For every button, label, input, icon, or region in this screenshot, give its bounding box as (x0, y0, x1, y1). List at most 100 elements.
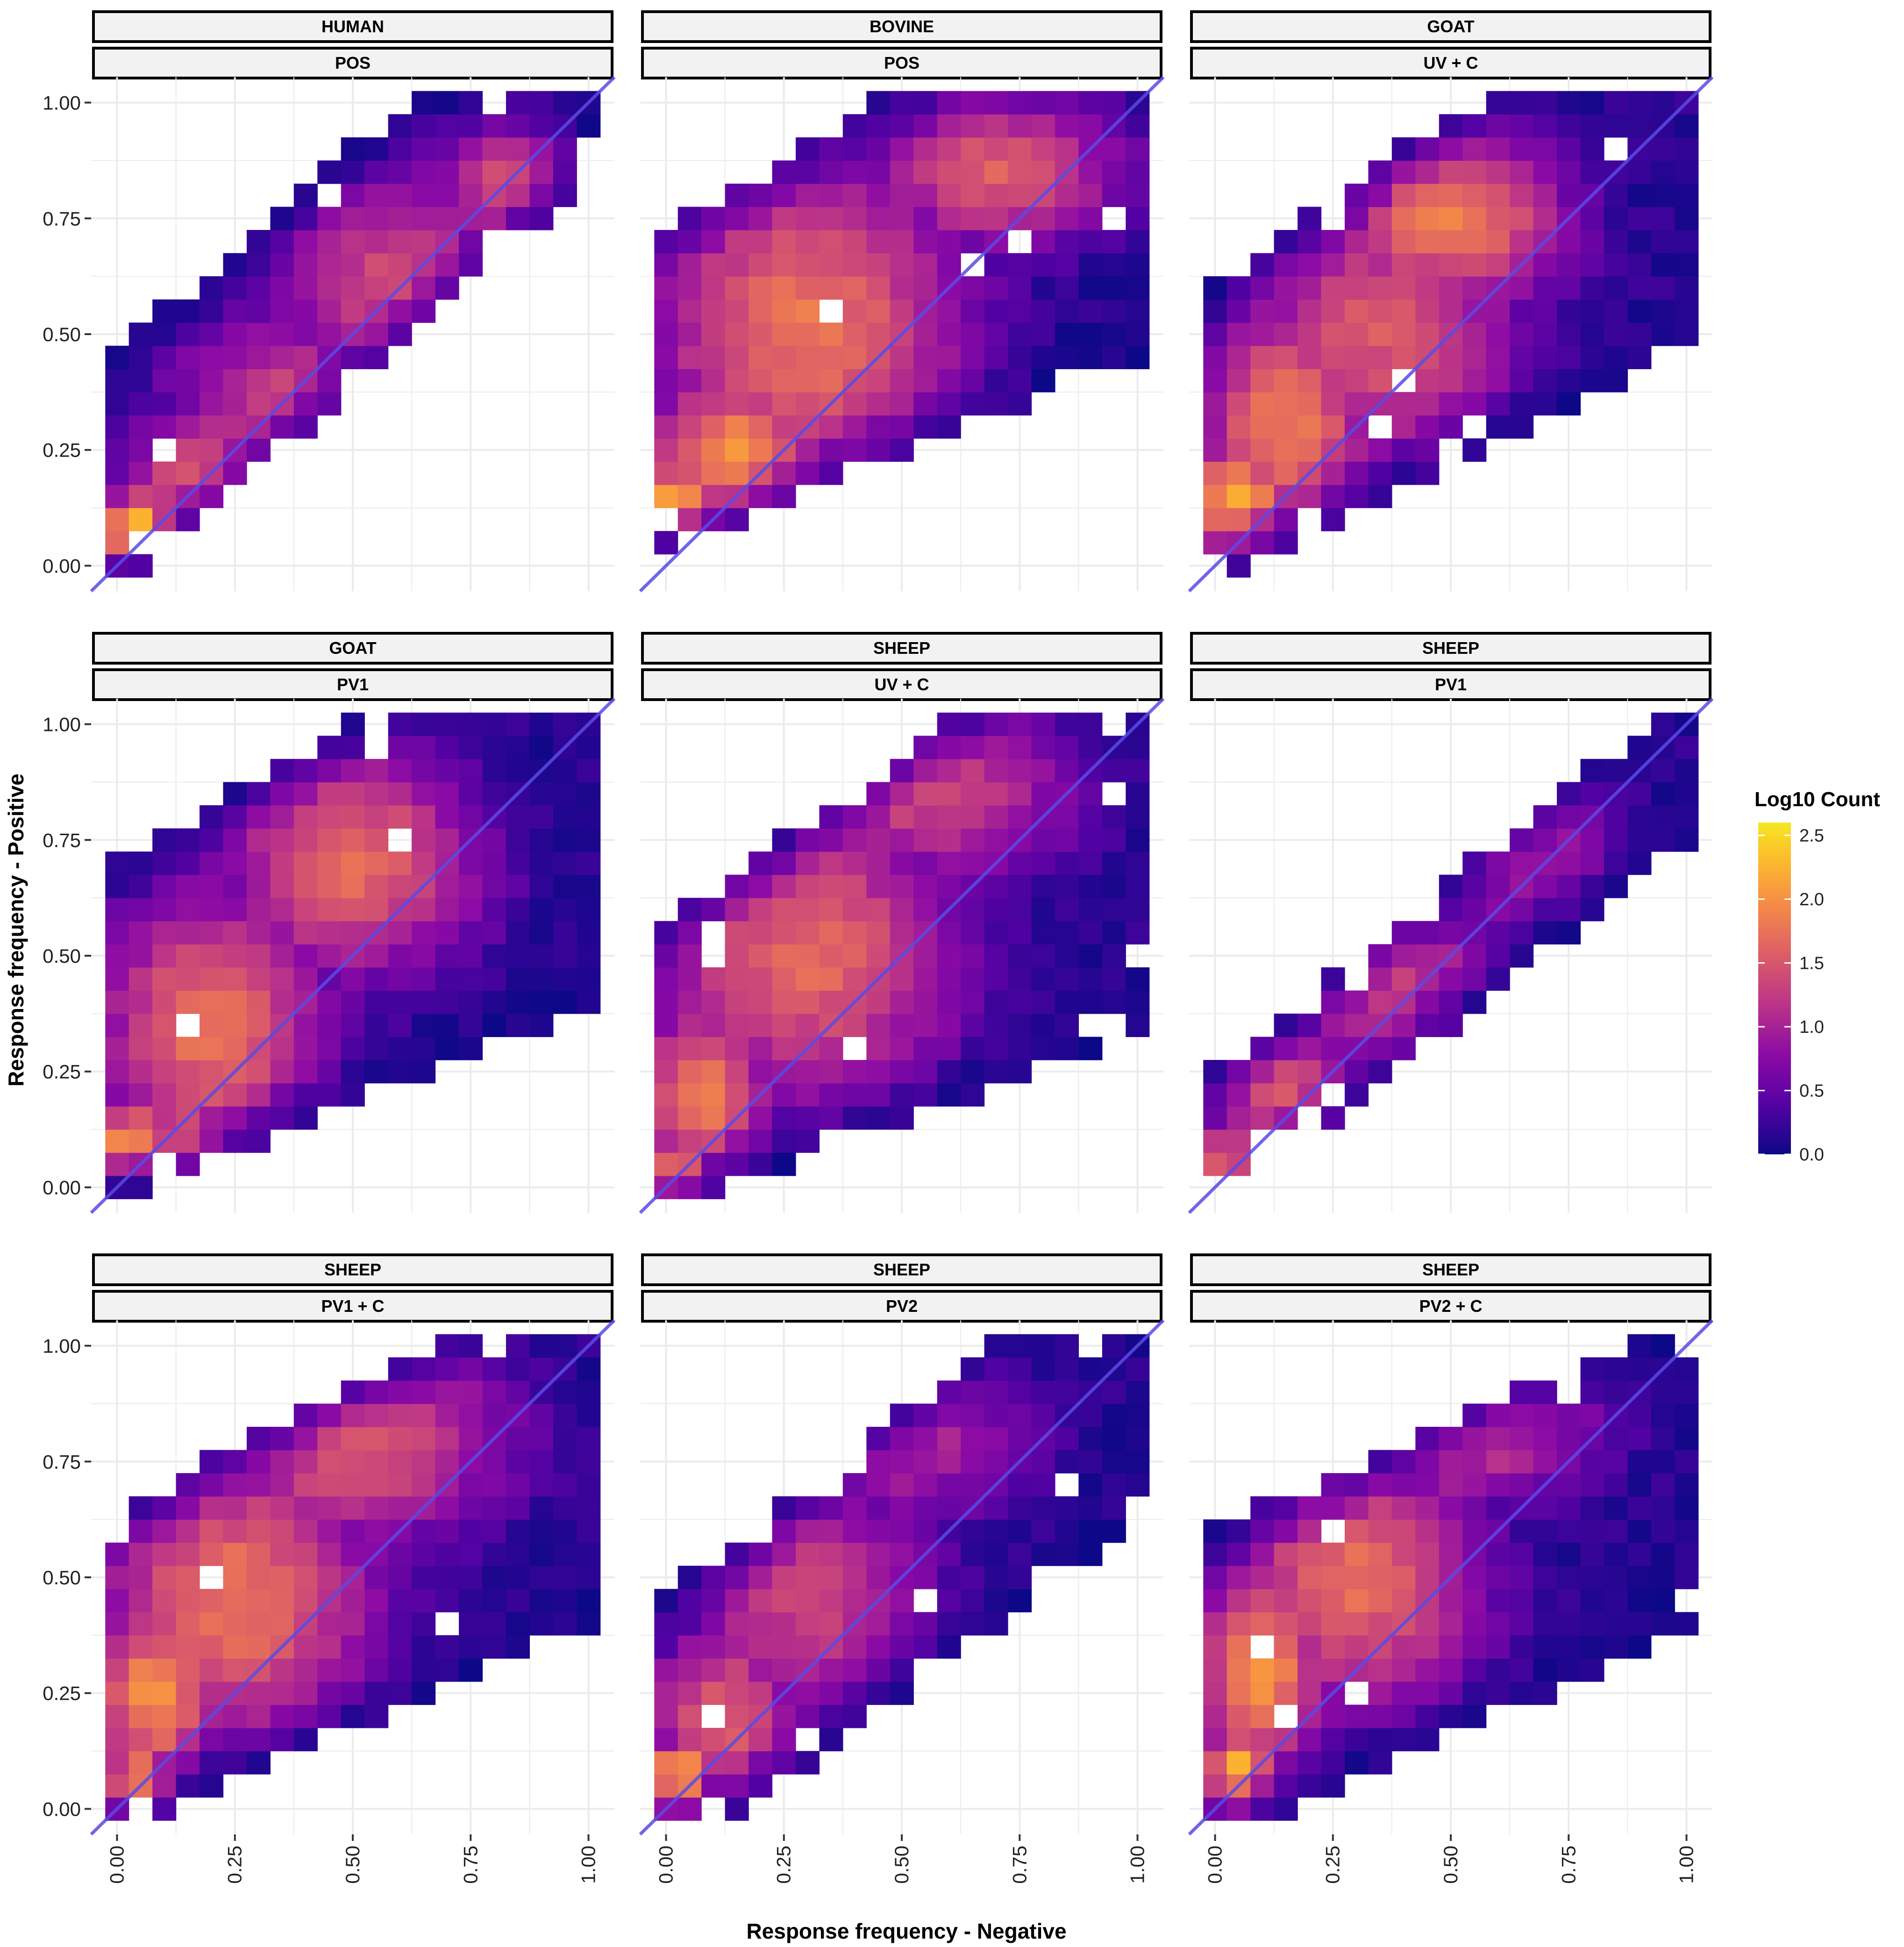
heatmap-cell (1510, 944, 1534, 968)
heatmap-cell (246, 967, 271, 991)
heatmap-cell (1055, 276, 1079, 300)
heatmap-cell (341, 1037, 365, 1060)
heatmap-cell (152, 1658, 177, 1682)
heatmap-cell (364, 1635, 389, 1659)
heatmap-cell (293, 1566, 318, 1589)
heatmap-cell (701, 1612, 726, 1636)
heatmap-cell (961, 137, 985, 161)
heatmap-cell (1627, 299, 1652, 323)
heatmap-cell (1486, 299, 1510, 323)
heatmap-cell (1250, 415, 1275, 439)
heatmap-cell (412, 1426, 436, 1451)
heatmap-cell (1321, 1013, 1345, 1038)
heatmap-cell (913, 1473, 938, 1497)
heatmap-cell (459, 1013, 483, 1038)
heatmap-cell (412, 712, 436, 736)
heatmap-cell (128, 508, 153, 531)
heatmap-cell (961, 1566, 985, 1589)
heatmap-cell (1344, 1496, 1369, 1520)
heatmap-cell (1462, 1612, 1487, 1636)
heatmap-cell (270, 415, 294, 439)
heatmap-cell (795, 1635, 820, 1659)
heatmap-cell (388, 852, 412, 875)
heatmap-cell (1486, 1450, 1510, 1474)
heatmap-cell (105, 1612, 129, 1636)
heatmap-cell (152, 967, 177, 991)
heatmap-cell (1227, 1704, 1251, 1728)
heatmap-cell (913, 415, 938, 439)
heatmap-cell (961, 1380, 985, 1404)
heatmap-cell (1078, 183, 1103, 208)
heatmap-cell (654, 1704, 678, 1728)
heatmap-cell (1368, 183, 1392, 208)
heatmap-cell (654, 392, 678, 416)
heatmap-cell (890, 1059, 914, 1084)
facet-label-top: GOAT (1427, 17, 1474, 36)
facet-label-bottom: PV1 (1435, 675, 1467, 694)
heatmap-cell (293, 1403, 318, 1427)
heatmap-cell (819, 1612, 843, 1636)
heatmap-cell (128, 1658, 153, 1682)
heatmap-cell (176, 1566, 200, 1589)
heatmap-cell (105, 1658, 129, 1682)
heatmap-cell (890, 207, 914, 230)
heatmap-cell (364, 1473, 389, 1497)
heatmap-cell (1126, 1357, 1150, 1381)
heatmap-cell (1604, 345, 1628, 369)
heatmap-cell (1486, 1658, 1510, 1682)
heatmap-cell (1227, 1612, 1251, 1636)
heatmap-cell (1078, 345, 1103, 369)
legend-tick-label: 0.0 (1799, 1145, 1824, 1165)
facet-strip-bottom (641, 668, 1162, 701)
heatmap-cell (1298, 1774, 1322, 1798)
heatmap-cell (128, 1635, 153, 1659)
heatmap-cell (1486, 1681, 1510, 1705)
heatmap-cell (1651, 1380, 1675, 1404)
heatmap-cell (341, 276, 365, 300)
heatmap-cell (176, 1589, 200, 1612)
heatmap-cell (1651, 1334, 1675, 1358)
heatmap-cell (341, 1519, 365, 1543)
heatmap-cell (1008, 898, 1032, 922)
heatmap-cell (293, 183, 318, 208)
heatmap-cell (1055, 898, 1079, 922)
facet-label-bottom: PV1 (337, 675, 369, 694)
heatmap-cell (937, 1037, 961, 1060)
heatmap-cell (1439, 921, 1463, 945)
heatmap-cell (1604, 1635, 1628, 1659)
heatmap-cell (435, 990, 459, 1014)
heatmap-cell (223, 1751, 247, 1775)
heatmap-cell (412, 1013, 436, 1038)
heatmap-cell (654, 1612, 678, 1636)
heatmap-cell (412, 207, 436, 230)
heatmap-cell (1415, 369, 1440, 393)
heatmap-cell (1510, 1658, 1534, 1682)
heatmap-cell (725, 1037, 749, 1060)
heatmap-cell (388, 990, 412, 1014)
heatmap-cell (1031, 91, 1055, 115)
heatmap-cell (317, 1473, 342, 1497)
heatmap-cell (749, 438, 773, 462)
heatmap-cell (293, 782, 318, 806)
heatmap-cell (435, 276, 459, 300)
heatmap-cell (1055, 1013, 1079, 1038)
heatmap-cell (890, 183, 914, 208)
heatmap-cell (819, 874, 843, 898)
heatmap-cell (1627, 322, 1652, 346)
heatmap-cell (890, 345, 914, 369)
heatmap-cell (388, 1403, 412, 1427)
heatmap-cell (1627, 1589, 1652, 1612)
heatmap-cell (270, 1496, 294, 1520)
heatmap-cell (1078, 322, 1103, 346)
heatmap-cell (341, 759, 365, 782)
heatmap-cell (1580, 1496, 1604, 1520)
heatmap-cell (317, 1013, 342, 1038)
heatmap-cell (1008, 1542, 1032, 1566)
heatmap-cell (1510, 1426, 1534, 1451)
heatmap-cell (128, 1542, 153, 1566)
heatmap-cell (1533, 322, 1557, 346)
heatmap-cell (795, 990, 820, 1014)
facet-label-bottom: POS (335, 53, 371, 72)
facet-label-top: SHEEP (1422, 638, 1479, 658)
